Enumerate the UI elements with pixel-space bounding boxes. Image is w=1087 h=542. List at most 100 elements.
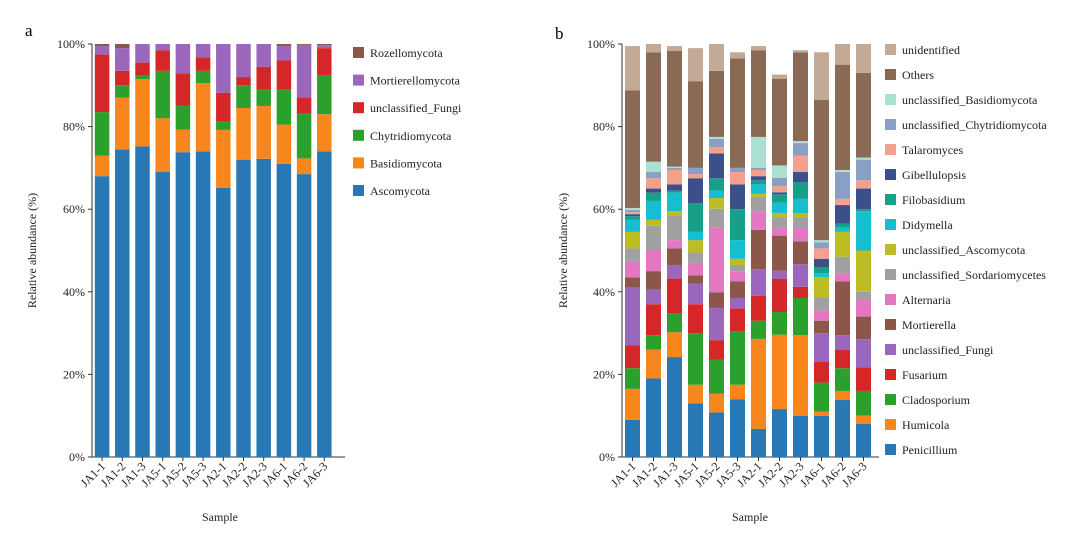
bar-segment-talaromyces-ja5-1 bbox=[688, 174, 703, 179]
legend-label-talaromyces: Talaromyces bbox=[902, 143, 963, 157]
bar-segment-unclassified-sordariomycetes-ja1-3 bbox=[667, 215, 682, 241]
legend-swatch-unidentified bbox=[885, 44, 896, 55]
bar-segment-fusarium-ja2-2 bbox=[772, 278, 787, 313]
bar-segment-didymella-ja5-3 bbox=[730, 240, 745, 259]
bar-segment-unclassified-fungi-ja1-3 bbox=[667, 264, 682, 279]
bar-segment-unclassified-fungi-ja6-2 bbox=[296, 97, 312, 114]
bar-segment-alternaria-ja2-3 bbox=[793, 226, 808, 242]
bar-segment-unidentified-ja5-2 bbox=[709, 44, 724, 71]
legend-label-unclassified-fungi: unclassified_Fungi bbox=[902, 343, 994, 357]
bar-segment-others-ja6-1 bbox=[814, 99, 829, 241]
bar-segment-fusarium-ja2-3 bbox=[793, 286, 808, 298]
bar-segment-mortierellomycota-ja6-3 bbox=[317, 45, 332, 49]
bar-segment-cladosporium-ja6-1 bbox=[814, 382, 829, 412]
bar-segment-chytridiomycota-ja5-2 bbox=[175, 105, 191, 130]
bar-segment-chytridiomycota-ja2-3 bbox=[256, 89, 271, 106]
bar-segment-humicola-ja6-3 bbox=[856, 415, 871, 424]
legend-swatch-fusarium bbox=[885, 369, 896, 380]
bar-segment-penicillium-ja1-2 bbox=[646, 378, 661, 457]
bar-segment-unidentified-ja2-2 bbox=[772, 74, 787, 79]
legend-label-alternaria: Alternaria bbox=[902, 293, 951, 307]
bar-segment-didymella-ja6-1 bbox=[814, 273, 829, 278]
bar-segment-unclassified-chytridiomycota-ja6-2 bbox=[835, 172, 850, 199]
bar-segment-unclassified-basidiomycota-ja1-1 bbox=[625, 207, 640, 211]
bar-segment-ascomycota-ja1-1 bbox=[94, 176, 110, 457]
bar-segment-unclassified-ascomycota-ja1-3 bbox=[667, 211, 682, 216]
legend-label-chytridiomycota: Chytridiomycota bbox=[370, 129, 452, 143]
y-tick-label: 80% bbox=[593, 120, 615, 134]
bar-segment-basidiomycota-ja5-2 bbox=[175, 129, 191, 153]
bar-segment-talaromyces-ja2-3 bbox=[793, 155, 808, 173]
bar-segment-mortierella-ja1-1 bbox=[625, 277, 640, 288]
bar-segment-mortierella-ja2-1 bbox=[751, 229, 766, 270]
bar-segment-unclassified-ascomycota-ja2-1 bbox=[751, 193, 766, 197]
bar-segment-filobasidium-ja5-3 bbox=[730, 209, 745, 241]
bar-segment-didymella-ja1-3 bbox=[667, 192, 682, 212]
bar-segment-unclassified-fungi-ja5-1 bbox=[688, 283, 703, 305]
bar-segment-talaromyces-ja6-2 bbox=[835, 198, 850, 206]
y-tick-label: 40% bbox=[63, 285, 85, 299]
legend-label-filobasidium: Filobasidium bbox=[902, 193, 966, 207]
legend-swatch-talaromyces bbox=[885, 144, 896, 155]
bar-segment-unclassified-sordariomycetes-ja2-1 bbox=[751, 196, 766, 212]
bar-segment-others-ja6-2 bbox=[835, 64, 850, 170]
bar-segment-filobasidium-ja6-2 bbox=[835, 223, 850, 228]
bar-segment-unclassified-fungi-ja6-3 bbox=[856, 339, 871, 368]
bar-segment-unclassified-basidiomycota-ja2-1 bbox=[751, 136, 766, 168]
bar-segment-talaromyces-ja1-1 bbox=[625, 212, 640, 215]
legend-label-ascomycota: Ascomycota bbox=[370, 184, 431, 198]
bar-segment-unclassified-ascomycota-ja6-1 bbox=[814, 277, 829, 298]
bar-segment-unclassified-fungi-ja6-2 bbox=[835, 335, 850, 350]
bar-segment-unclassified-fungi-ja1-2 bbox=[115, 70, 130, 86]
bar-segment-filobasidium-ja2-2 bbox=[772, 194, 787, 203]
bar-segment-unidentified-ja5-1 bbox=[688, 48, 703, 82]
bar-segment-unclassified-fungi-ja1-1 bbox=[94, 54, 110, 113]
bar-segment-fusarium-ja1-2 bbox=[646, 304, 661, 336]
bar-segment-talaromyces-ja6-3 bbox=[856, 180, 871, 189]
bar-segment-mortierellomycota-ja5-1 bbox=[155, 44, 170, 51]
bar-segment-unclassified-chytridiomycota-ja1-2 bbox=[646, 172, 661, 179]
bar-segment-basidiomycota-ja1-1 bbox=[94, 155, 110, 177]
legend-swatch-gibellulopsis bbox=[885, 169, 896, 180]
bar-segment-chytridiomycota-ja1-1 bbox=[94, 112, 110, 156]
bar-segment-talaromyces-ja2-1 bbox=[751, 169, 766, 177]
bar-segment-mortierella-ja5-2 bbox=[709, 292, 724, 308]
bar-segment-unclassified-ascomycota-ja1-1 bbox=[625, 231, 640, 249]
x-axis-label: Sample bbox=[732, 510, 768, 524]
bar-segment-ascomycota-ja1-2 bbox=[115, 149, 130, 457]
bar-segment-unclassified-sordariomycetes-ja1-1 bbox=[625, 248, 640, 261]
bar-segment-alternaria-ja6-1 bbox=[814, 310, 829, 321]
legend-swatch-alternaria bbox=[885, 294, 896, 305]
bar-segment-mortierella-ja2-3 bbox=[793, 241, 808, 265]
legend-swatch-others bbox=[885, 69, 896, 80]
bar-segment-gibellulopsis-ja5-1 bbox=[688, 178, 703, 204]
bar-segment-penicillium-ja2-1 bbox=[751, 428, 766, 457]
bar-segment-alternaria-ja5-3 bbox=[730, 271, 745, 282]
bar-segment-unclassified-chytridiomycota-ja1-3 bbox=[667, 167, 682, 170]
bar-segment-unclassified-chytridiomycota-ja5-3 bbox=[730, 167, 745, 173]
legend-label-unclassified-sordariomycetes: unclassified_Sordariomycetes bbox=[902, 268, 1046, 282]
bar-segment-ascomycota-ja5-3 bbox=[195, 151, 211, 457]
bar-segment-gibellulopsis-ja2-2 bbox=[772, 192, 787, 195]
bar-segment-chytridiomycota-ja2-2 bbox=[236, 85, 251, 109]
bar-segment-unclassified-fungi-ja6-1 bbox=[276, 60, 292, 90]
bar-segment-fusarium-ja6-3 bbox=[856, 367, 871, 391]
legend-label-mortierellomycota: Mortierellomycota bbox=[370, 74, 461, 88]
bar-segment-unclassified-chytridiomycota-ja6-1 bbox=[814, 242, 829, 249]
bar-segment-chytridiomycota-ja2-1 bbox=[216, 121, 231, 130]
bar-segment-unidentified-ja1-3 bbox=[667, 46, 682, 52]
bar-segment-unclassified-sordariomycetes-ja5-3 bbox=[730, 264, 745, 272]
bar-segment-unclassified-ascomycota-ja5-1 bbox=[688, 240, 703, 253]
bar-segment-unclassified-fungi-ja1-1 bbox=[625, 287, 640, 346]
bar-segment-unclassified-ascomycota-ja5-2 bbox=[709, 198, 724, 209]
bar-segment-gibellulopsis-ja2-1 bbox=[751, 176, 766, 181]
bar-segment-unclassified-fungi-ja2-3 bbox=[256, 66, 271, 90]
bar-segment-gibellulopsis-ja6-1 bbox=[814, 258, 829, 268]
legend-swatch-unclassified-basidiomycota bbox=[885, 94, 896, 105]
bar-segment-ascomycota-ja6-2 bbox=[296, 174, 312, 457]
bar-segment-fusarium-ja5-2 bbox=[709, 340, 724, 360]
legend-label-mortierella: Mortierella bbox=[902, 318, 957, 332]
bar-segment-unclassified-fungi-ja5-2 bbox=[175, 73, 191, 106]
bar-segment-fusarium-ja6-1 bbox=[814, 362, 829, 383]
